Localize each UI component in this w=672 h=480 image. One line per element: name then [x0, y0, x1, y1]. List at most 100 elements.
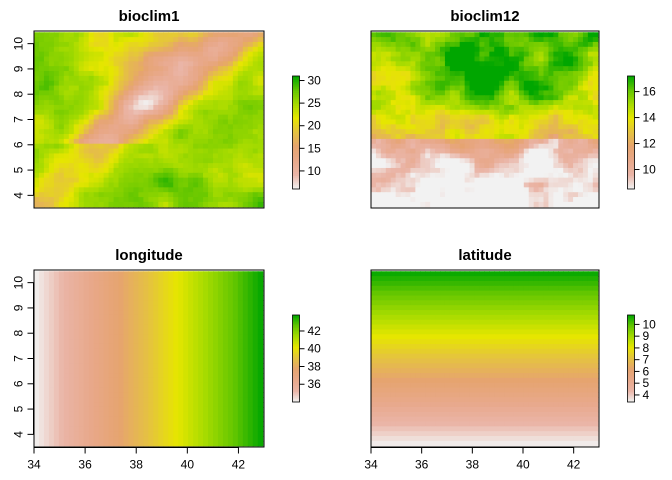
raster-cell — [98, 363, 105, 369]
raster-cell — [198, 411, 204, 418]
raster-cell — [113, 310, 120, 316]
raster-cell — [133, 41, 140, 48]
raster-cell — [548, 100, 554, 106]
raster-cell — [484, 71, 490, 77]
raster-cell — [158, 90, 164, 96]
raster-cell — [553, 182, 559, 188]
raster-cell — [405, 95, 412, 101]
raster-cell — [232, 182, 239, 188]
raster-cell — [385, 119, 392, 125]
raster-cell — [188, 300, 194, 306]
raster-cell — [68, 158, 75, 164]
raster-cell — [518, 201, 525, 208]
raster-cell — [252, 377, 259, 384]
raster-cell — [158, 290, 164, 297]
raster-cell — [425, 182, 431, 188]
raster-cell — [578, 37, 584, 43]
raster-cell — [582, 71, 589, 77]
raster-cell — [163, 66, 169, 72]
raster-cell — [53, 51, 60, 58]
raster-cell — [83, 310, 90, 316]
raster-cell — [43, 187, 50, 193]
raster-cell — [93, 104, 100, 111]
raster-cell — [178, 319, 184, 326]
raster-cell — [63, 324, 70, 331]
raster-cell — [143, 343, 149, 350]
raster-cell — [400, 109, 407, 116]
raster-cell — [143, 182, 149, 188]
raster-cell — [222, 197, 229, 203]
raster-cell — [63, 129, 70, 135]
legend-tick-label: 14 — [643, 111, 657, 125]
raster-cell — [88, 167, 95, 174]
raster-cell — [410, 37, 416, 43]
raster-cell — [38, 406, 45, 413]
raster-cell — [88, 148, 95, 155]
raster-cell — [582, 46, 589, 53]
raster-cell — [582, 124, 589, 130]
legend-swatch — [292, 187, 300, 190]
raster-cell — [449, 46, 456, 53]
raster-cell — [88, 280, 95, 287]
raster-cell — [73, 46, 80, 53]
raster-cell — [163, 271, 169, 277]
raster-cell — [509, 163, 515, 169]
raster-cell — [34, 368, 40, 374]
raster-cell — [133, 305, 140, 311]
raster-cell — [217, 280, 224, 287]
raster-cell — [38, 134, 45, 140]
raster-cell — [415, 41, 421, 48]
raster-cell — [183, 300, 189, 306]
raster-cell — [420, 51, 426, 58]
raster-cell — [148, 187, 154, 193]
raster-cell — [178, 392, 184, 398]
raster-cell — [420, 104, 426, 111]
raster-cell — [257, 334, 264, 340]
raster-cell — [68, 329, 75, 335]
raster-cell — [168, 421, 174, 427]
raster-cell — [43, 197, 50, 203]
raster-cell — [168, 158, 174, 164]
raster-cell — [58, 353, 65, 360]
raster-cell — [558, 95, 564, 101]
raster-cell — [93, 348, 100, 355]
raster-cell — [83, 280, 90, 287]
raster-cell — [395, 95, 402, 101]
raster-cell — [504, 66, 510, 72]
raster-cell — [98, 104, 105, 111]
raster-cell — [543, 134, 550, 140]
raster-cell — [459, 100, 466, 106]
raster-cell — [103, 187, 110, 193]
raster-cell — [73, 75, 80, 82]
raster-cell — [143, 109, 149, 116]
raster-cell — [592, 158, 599, 164]
raster-cell — [103, 334, 110, 340]
raster-cell — [528, 158, 535, 164]
raster-cell — [232, 66, 239, 72]
raster-cell — [213, 314, 219, 321]
raster-cell — [103, 167, 110, 174]
raster-cell — [108, 290, 115, 297]
raster-cell — [34, 334, 40, 340]
raster-cell — [53, 177, 60, 184]
legend-swatch — [292, 77, 300, 81]
raster-cell — [153, 368, 159, 374]
raster-cell — [390, 46, 397, 53]
raster-cell — [38, 382, 45, 389]
raster-cell — [58, 334, 65, 340]
raster-cell — [63, 353, 70, 360]
raster-cell — [484, 143, 490, 150]
raster-cell — [48, 138, 55, 145]
raster-cell — [464, 153, 471, 159]
raster-cell — [469, 75, 476, 82]
raster-cell — [385, 41, 392, 48]
raster-cell — [143, 119, 149, 125]
raster-cell — [93, 406, 100, 413]
raster-cell — [375, 75, 382, 82]
raster-cell — [148, 119, 154, 125]
raster-cell — [153, 167, 159, 174]
raster-cell — [168, 85, 174, 92]
raster-cell — [213, 71, 219, 77]
raster-cell — [449, 177, 456, 184]
raster-cell — [68, 290, 75, 297]
